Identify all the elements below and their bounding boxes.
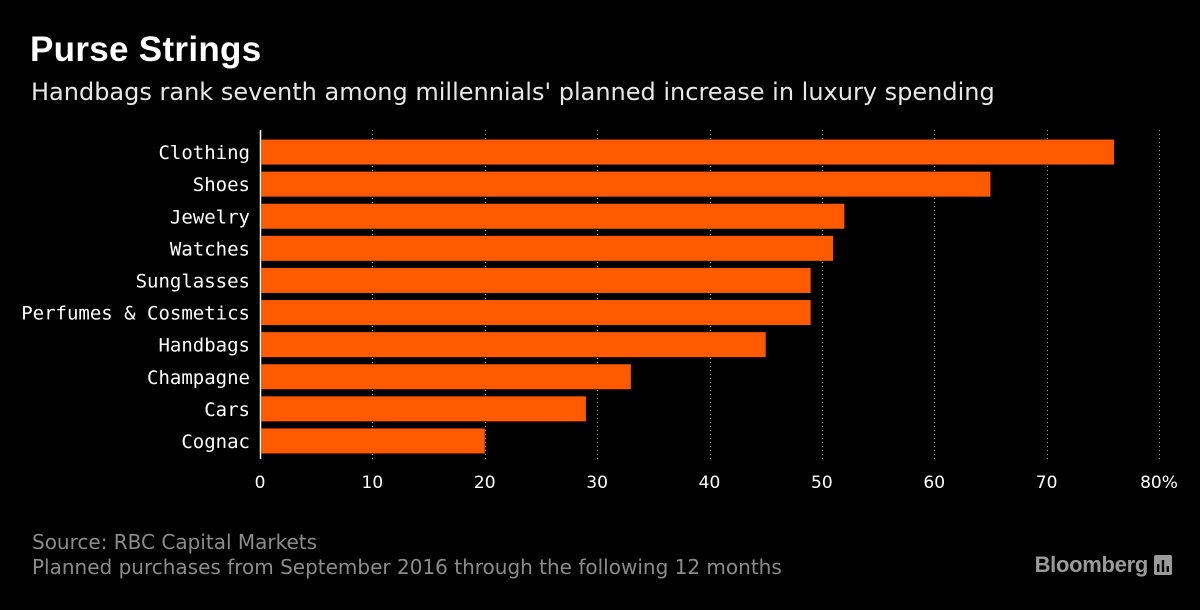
x-tick-label: 0 (255, 473, 266, 493)
chart-title: Purse Strings (30, 30, 262, 69)
bar (261, 332, 766, 358)
category-label: Jewelry (170, 206, 250, 228)
bloomberg-logo: Bloomberg (1035, 552, 1172, 578)
category-label: Sunglasses (136, 270, 250, 292)
bar-chart: Clothing Shoes Jewelry Watches Sunglasses Per… (21, 130, 1178, 493)
category-label: Clothing (158, 142, 250, 164)
category-label: Champagne (147, 367, 250, 389)
category-labels: Clothing Shoes Jewelry Watches Sunglasses Per… (21, 142, 250, 453)
x-tick-label: 70 (1036, 473, 1058, 493)
bar (261, 428, 485, 454)
x-tick-label: 10 (362, 473, 384, 493)
category-label: Cognac (181, 431, 250, 453)
category-label: Cars (204, 399, 250, 421)
x-tick-label: 20 (474, 473, 496, 493)
bar (261, 396, 586, 422)
category-label: Perfumes & Cosmetics (21, 303, 250, 325)
grid-lines (259, 130, 1160, 459)
x-tick-label: 30 (586, 473, 608, 493)
x-tick-label: 60 (923, 473, 945, 493)
period-note: Planned purchases from September 2016 th… (32, 555, 782, 579)
x-tick-label: 40 (699, 473, 721, 493)
source-note: Source: RBC Capital Markets (32, 530, 318, 554)
bloomberg-chart-icon (1154, 555, 1172, 575)
x-tick-label: 80% (1140, 473, 1178, 493)
bar (261, 171, 991, 197)
category-label: Watches (170, 238, 250, 260)
category-label: Handbags (158, 335, 250, 357)
bar (261, 203, 845, 229)
bar (261, 139, 1115, 165)
chart-subtitle: Handbags rank seventh among millennials'… (31, 78, 995, 106)
bar (261, 235, 834, 261)
chart-footer: Source: RBC Capital Markets Planned purc… (32, 530, 782, 580)
bar (261, 267, 811, 293)
bars (261, 139, 1115, 454)
category-label: Shoes (193, 174, 250, 196)
x-axis-tick-labels: 0 10 20 30 40 50 60 70 80% (255, 473, 1178, 493)
x-tick-label: 50 (811, 473, 833, 493)
brand-name: Bloomberg (1034, 552, 1149, 577)
bar (261, 364, 631, 390)
bar (261, 300, 811, 326)
